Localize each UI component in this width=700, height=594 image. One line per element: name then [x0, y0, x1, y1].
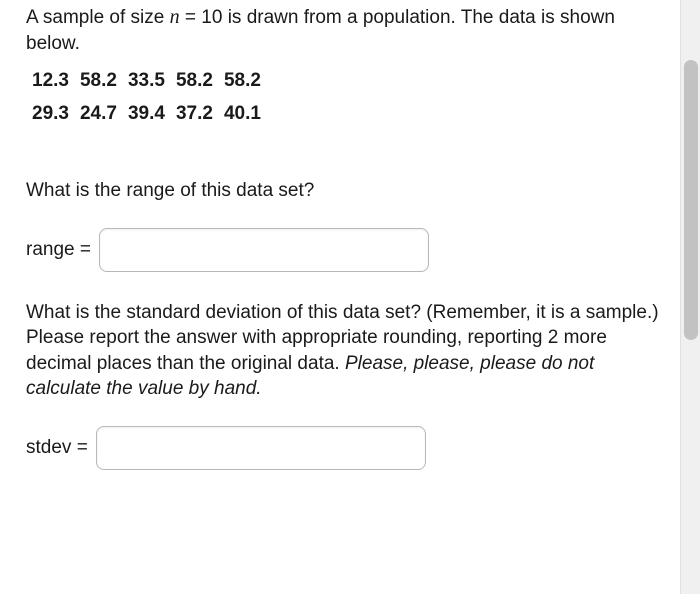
data-cell: 29.3 — [32, 98, 78, 130]
problem-intro: A sample of size n = 10 is drawn from a … — [26, 4, 670, 57]
stdev-label: stdev = — [26, 435, 88, 461]
data-cell: 40.1 — [224, 98, 270, 130]
table-row: 12.3 58.2 33.5 58.2 58.2 — [32, 65, 270, 97]
scrollbar-thumb[interactable] — [684, 60, 698, 340]
data-cell: 58.2 — [80, 65, 126, 97]
table-row: 29.3 24.7 39.4 37.2 40.1 — [32, 98, 270, 130]
intro-part1: A sample of size — [26, 7, 170, 28]
question-stdev: What is the standard deviation of this d… — [26, 300, 670, 403]
data-cell: 37.2 — [176, 98, 222, 130]
range-input[interactable] — [99, 228, 429, 272]
data-cell: 58.2 — [224, 65, 270, 97]
data-table: 12.3 58.2 33.5 58.2 58.2 29.3 24.7 39.4 … — [30, 63, 272, 132]
data-cell: 24.7 — [80, 98, 126, 130]
data-cell: 58.2 — [176, 65, 222, 97]
stdev-input[interactable] — [96, 426, 426, 470]
vertical-scrollbar[interactable] — [680, 0, 700, 594]
data-cell: 39.4 — [128, 98, 174, 130]
data-cell: 33.5 — [128, 65, 174, 97]
data-cell: 12.3 — [32, 65, 78, 97]
variable-n: n — [170, 6, 180, 28]
range-label: range = — [26, 237, 91, 263]
question-range: What is the range of this data set? — [26, 178, 670, 204]
